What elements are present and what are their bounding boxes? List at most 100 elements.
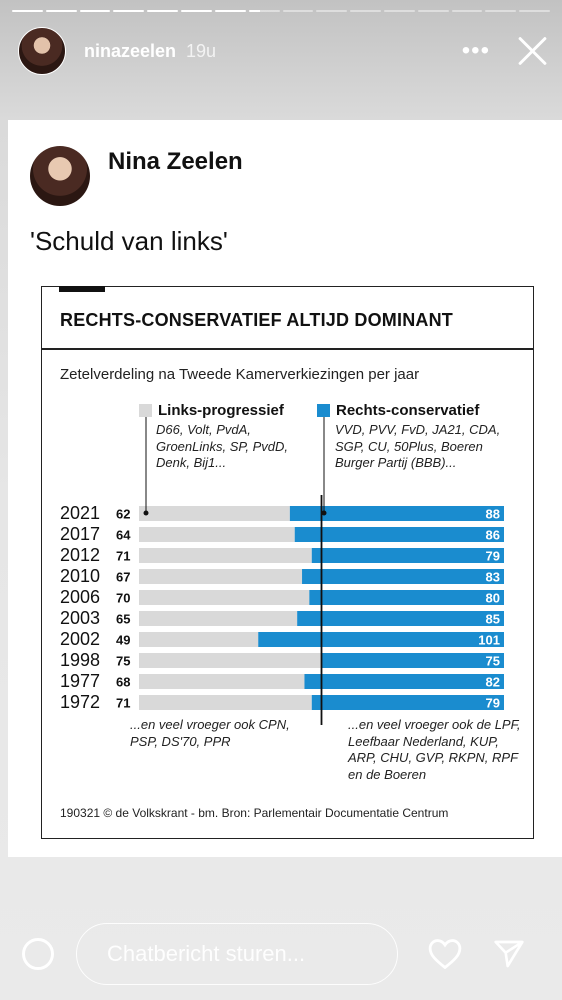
time-ago: 19u bbox=[186, 40, 217, 61]
progress-segment bbox=[519, 10, 550, 12]
avatar[interactable] bbox=[18, 27, 66, 75]
bar-left bbox=[139, 695, 312, 710]
message-input[interactable] bbox=[105, 940, 369, 968]
value-left: 75 bbox=[116, 654, 130, 669]
bar-right bbox=[321, 653, 504, 668]
value-right: 88 bbox=[486, 507, 500, 522]
bar-left bbox=[139, 548, 312, 563]
bar-right bbox=[294, 527, 504, 542]
close-icon[interactable] bbox=[516, 35, 548, 67]
value-left: 70 bbox=[116, 591, 130, 606]
legend-left-label: Links-progressief bbox=[158, 402, 284, 419]
left-parties: D66, Volt, PvdA, GroenLinks, SP, PvdD, D… bbox=[156, 422, 288, 470]
year-label: 1972 bbox=[60, 692, 100, 712]
heart-icon[interactable] bbox=[428, 938, 462, 970]
year-label: 2003 bbox=[60, 608, 100, 628]
legend-right-label: Rechts-conservatief bbox=[336, 402, 480, 419]
chart-tab bbox=[59, 286, 105, 292]
progress-segment bbox=[147, 10, 179, 12]
bar-left bbox=[139, 590, 310, 605]
chart-plot: 2021 62 88 2017 64 86 2012 71 79 2010 67 83 2006 70 80… bbox=[60, 417, 504, 725]
progress-segment bbox=[282, 10, 314, 12]
post-avatar bbox=[30, 146, 90, 206]
progress-segment bbox=[79, 10, 111, 12]
year-label: 1977 bbox=[60, 671, 100, 691]
progress-segment bbox=[417, 10, 449, 12]
story-progress bbox=[12, 10, 550, 12]
value-left: 64 bbox=[116, 528, 131, 543]
year-label: 2006 bbox=[60, 587, 100, 607]
bar-left bbox=[139, 506, 290, 521]
leader-right-dot bbox=[321, 510, 327, 516]
value-right: 82 bbox=[486, 675, 500, 690]
chart-subtitle: Zetelverdeling na Tweede Kamerverkiezing… bbox=[60, 366, 420, 383]
value-left: 71 bbox=[116, 549, 130, 564]
bar-right bbox=[302, 569, 504, 584]
value-right: 80 bbox=[486, 591, 500, 606]
bar-right bbox=[304, 674, 504, 689]
bar-left bbox=[139, 653, 322, 668]
year-label: 2010 bbox=[60, 566, 100, 586]
value-left: 67 bbox=[116, 570, 130, 585]
progress-segment bbox=[383, 10, 415, 12]
year-label: 2002 bbox=[60, 629, 100, 649]
value-right: 79 bbox=[486, 549, 500, 564]
progress-segment bbox=[485, 10, 517, 12]
legend-right-swatch bbox=[317, 404, 330, 417]
value-left: 62 bbox=[116, 507, 130, 522]
bar-left bbox=[139, 527, 295, 542]
bar-left bbox=[139, 569, 303, 584]
progress-segment bbox=[316, 10, 348, 12]
year-label: 1998 bbox=[60, 650, 100, 670]
bar-right bbox=[311, 548, 504, 563]
progress-segment bbox=[451, 10, 483, 12]
bar-left bbox=[139, 632, 259, 647]
bar-right bbox=[309, 590, 504, 605]
post-text: 'Schuld van links' bbox=[30, 226, 228, 256]
value-left: 65 bbox=[116, 612, 130, 627]
value-right: 85 bbox=[486, 612, 500, 627]
reply-bar bbox=[22, 922, 540, 986]
progress-segment bbox=[214, 10, 246, 12]
year-label: 2012 bbox=[60, 545, 100, 565]
legend-right: Rechts-conservatief bbox=[317, 402, 479, 419]
bar-right bbox=[289, 506, 504, 521]
story-header: ninazeelen 19u ••• bbox=[18, 26, 548, 76]
right-footnote: ...en veel vroeger ook de LPF, Leefbaar … bbox=[348, 717, 521, 782]
bar-left bbox=[139, 674, 305, 689]
progress-segment bbox=[350, 10, 381, 12]
value-right: 83 bbox=[486, 570, 500, 585]
left-footnote: ...en veel vroeger ook CPN, PSP, DS'70, … bbox=[130, 717, 290, 749]
progress-segment bbox=[12, 10, 43, 12]
title-rule bbox=[41, 348, 534, 350]
leader-left-dot bbox=[143, 510, 149, 516]
chart-frame bbox=[41, 286, 534, 839]
bar-right bbox=[297, 611, 504, 626]
bar-left bbox=[139, 611, 298, 626]
post-author: Nina Zeelen bbox=[108, 148, 243, 175]
bar-right bbox=[311, 695, 504, 710]
value-right: 79 bbox=[486, 696, 500, 711]
message-field[interactable] bbox=[76, 923, 398, 985]
legend-left: Links-progressief bbox=[139, 402, 284, 419]
year-label: 2021 bbox=[60, 503, 100, 523]
username[interactable]: ninazeelen bbox=[84, 40, 177, 61]
year-label: 2017 bbox=[60, 524, 100, 544]
chart-title: RECHTS-CONSERVATIEF ALTIJD DOMINANT bbox=[60, 310, 453, 330]
value-left: 71 bbox=[116, 696, 130, 711]
legend-left-swatch bbox=[139, 404, 152, 417]
more-icon[interactable]: ••• bbox=[461, 37, 490, 64]
value-right: 75 bbox=[486, 654, 500, 669]
camera-icon[interactable] bbox=[22, 938, 54, 970]
post-card: Nina Zeelen 'Schuld van links' RECHTS-CO… bbox=[8, 120, 562, 857]
progress-segment bbox=[113, 10, 145, 12]
value-left: 49 bbox=[116, 633, 130, 648]
value-right: 86 bbox=[486, 528, 500, 543]
send-icon[interactable] bbox=[492, 938, 526, 970]
value-left: 68 bbox=[116, 675, 130, 690]
progress-segment bbox=[45, 10, 77, 12]
chart-source: 190321 © de Volkskrant - bm. Bron: Parle… bbox=[60, 806, 449, 820]
chart-figure: RECHTS-CONSERVATIEF ALTIJD DOMINANT Zete… bbox=[38, 280, 538, 843]
right-parties: VVD, PVV, FvD, JA21, CDA, SGP, CU, 50Plu… bbox=[335, 422, 501, 470]
progress-segment bbox=[181, 10, 212, 12]
